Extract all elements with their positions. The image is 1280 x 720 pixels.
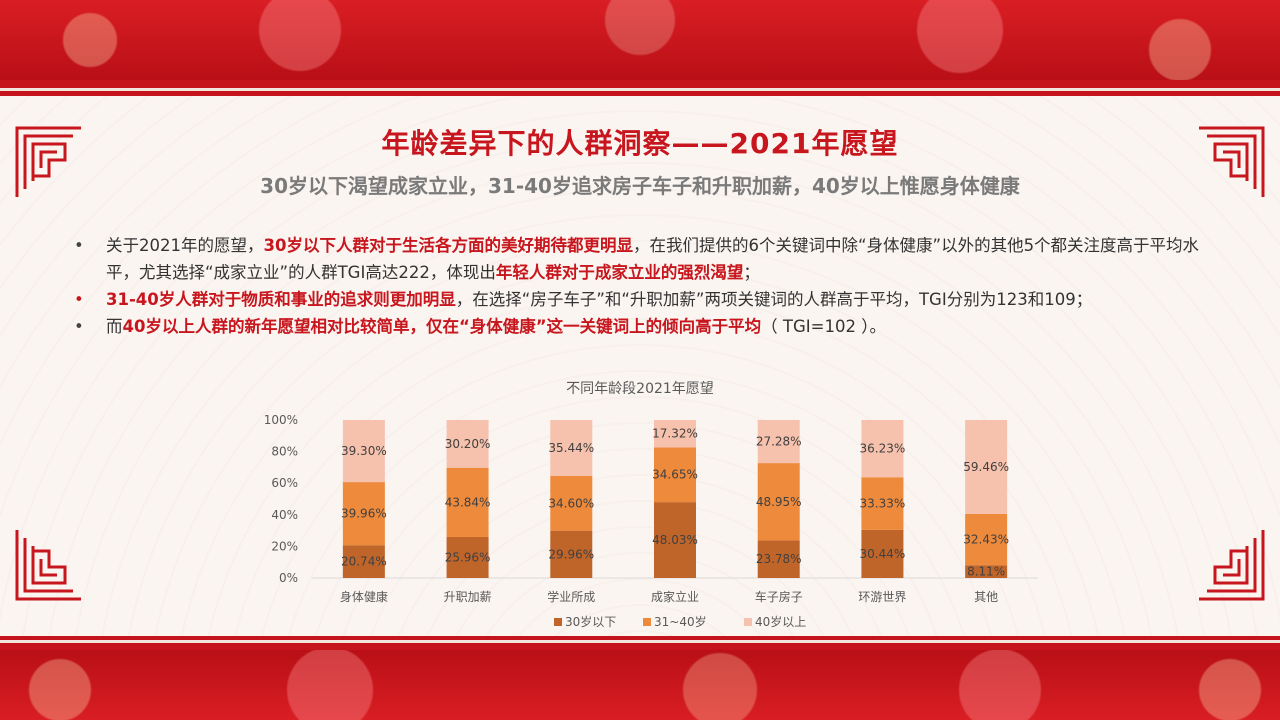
bullet-item-1: • 关于2021年的愿望，30岁以下人群对于生活各方面的美好期待都更明显，在我们… bbox=[72, 232, 1232, 286]
data-label: 30.44% bbox=[860, 547, 906, 561]
bullet-item-2: • 31-40岁人群对于物质和事业的追求则更加明显，在选择“房子车子”和“升职加… bbox=[72, 286, 1232, 313]
bullet-text: 关于2021年的愿望， bbox=[106, 236, 264, 255]
data-label: 34.65% bbox=[652, 468, 698, 482]
bottom-decor-band bbox=[0, 650, 1280, 720]
bar-segment bbox=[757, 419, 800, 464]
panel-border-bottom bbox=[0, 640, 1280, 643]
stacked-bar-chart: 0% 20% 40% 60% 80% 100% 20.74% 39.96% 39.30% 身体健康… bbox=[264, 413, 1038, 629]
bullet-highlight: 年轻人群对于成家立业的强烈渴望 bbox=[495, 263, 744, 282]
corner-ornament-top-right bbox=[1196, 125, 1266, 200]
legend-swatch bbox=[554, 618, 562, 626]
data-label: 43.84% bbox=[445, 495, 491, 509]
data-label: 39.30% bbox=[341, 444, 387, 458]
bullet-text: 而 bbox=[106, 317, 123, 336]
bullet-text: ，在我们提供的6个关键词中除“身体健康”以外的其他5个都关注度高于平均水平，尤其… bbox=[106, 236, 1200, 282]
bullet-item-3: • 而40岁以上人群的新年愿望相对比较简单，仅在“身体健康”这一关键词上的倾向高… bbox=[72, 313, 1232, 340]
bullet-list: • 关于2021年的愿望，30岁以下人群对于生活各方面的美好期待都更明显，在我们… bbox=[72, 232, 1232, 340]
bullet-dot: • bbox=[74, 290, 84, 309]
y-tick-label: 40% bbox=[271, 508, 298, 522]
panel-border-top bbox=[0, 88, 1280, 91]
data-label: 23.78% bbox=[756, 552, 802, 566]
bar-segment bbox=[342, 482, 385, 546]
bullet-text: ，在选择“房子车子”和“升职加薪”两项关键词的人群高于平均，TGI分别为123和… bbox=[455, 290, 1093, 309]
bullet-dot: • bbox=[74, 317, 84, 336]
bar-segment bbox=[342, 420, 385, 483]
corner-ornament-top-left bbox=[14, 125, 84, 200]
bullet-text: （ TGI=102 ）。 bbox=[761, 317, 886, 336]
bar-segment bbox=[965, 565, 1008, 578]
bullet-text: ； bbox=[743, 263, 760, 282]
legend-swatch bbox=[643, 618, 651, 626]
data-label: 33.33% bbox=[860, 497, 906, 511]
bullet-highlight: 30岁以下人群对于生活各方面的美好期待都更明显 bbox=[263, 236, 633, 255]
x-tick-label: 其他 bbox=[974, 590, 998, 604]
data-label: 48.03% bbox=[652, 533, 698, 547]
y-tick-label: 80% bbox=[271, 445, 298, 459]
data-label: 35.44% bbox=[548, 441, 594, 455]
data-label: 36.23% bbox=[860, 442, 906, 456]
x-tick-label: 成家立业 bbox=[651, 589, 699, 604]
bar-segment bbox=[861, 420, 904, 478]
data-label: 8.11% bbox=[967, 565, 1005, 579]
data-label: 39.96% bbox=[341, 507, 387, 521]
data-label: 30.20% bbox=[445, 437, 491, 451]
bar-segment bbox=[446, 420, 489, 468]
bar-segment bbox=[861, 477, 904, 530]
data-label: 34.60% bbox=[548, 496, 594, 510]
x-tick-label: 身体健康 bbox=[340, 589, 388, 604]
x-tick-label: 学业所成 bbox=[547, 589, 595, 604]
legend-swatch bbox=[744, 618, 752, 626]
bullet-highlight: 31-40岁人群对于物质和事业的追求则更加明显 bbox=[106, 290, 456, 309]
x-tick-label: 车子房子 bbox=[755, 589, 803, 604]
bar-segment bbox=[757, 463, 800, 541]
bar-segment bbox=[550, 530, 593, 578]
x-tick-label: 环游世界 bbox=[858, 590, 906, 604]
bar-segment bbox=[965, 513, 1008, 566]
data-label: 32.43% bbox=[963, 533, 1009, 547]
corner-ornament-bottom-left bbox=[14, 527, 84, 602]
data-label: 17.32% bbox=[652, 427, 698, 441]
data-label: 25.96% bbox=[445, 550, 491, 564]
legend-entry: 30岁以下 bbox=[565, 614, 616, 629]
data-label: 27.28% bbox=[756, 435, 802, 449]
corner-ornament-bottom-right bbox=[1196, 527, 1266, 602]
x-tick-label: 升职加薪 bbox=[444, 590, 492, 604]
bar-segment bbox=[757, 540, 800, 578]
top-decor-band bbox=[0, 0, 1280, 80]
bar-segment bbox=[446, 536, 489, 578]
slide-subtitle: 30岁以下渴望成家立业，31-40岁追求房子车子和升职加薪，40岁以上惟愿身体健… bbox=[260, 174, 1020, 198]
data-label: 48.95% bbox=[756, 495, 802, 509]
data-label: 20.74% bbox=[341, 555, 387, 569]
data-label: 59.46% bbox=[963, 460, 1009, 474]
y-tick-label: 100% bbox=[264, 413, 298, 427]
y-tick-label: 0% bbox=[279, 571, 298, 585]
bar-segment bbox=[550, 475, 593, 531]
slide-title: 年龄差异下的人群洞察——2021年愿望 bbox=[381, 127, 899, 160]
bar-segment bbox=[965, 420, 1008, 514]
bar-segment bbox=[654, 447, 696, 503]
legend-entry: 40岁以上 bbox=[755, 614, 806, 629]
bullet-dot: • bbox=[74, 236, 84, 255]
data-label: 29.96% bbox=[548, 547, 594, 561]
bar-segment bbox=[654, 502, 696, 578]
content-panel bbox=[0, 96, 1280, 636]
bar-segment bbox=[861, 529, 904, 578]
bar-segment bbox=[654, 420, 696, 448]
bar-segment bbox=[446, 467, 489, 537]
bar-segment bbox=[342, 545, 385, 578]
chart-title: 不同年龄段2021年愿望 bbox=[566, 381, 714, 397]
bullet-highlight: 40岁以上人群的新年愿望相对比较简单，仅在“身体健康”这一关键词上的倾向高于平均 bbox=[122, 317, 762, 336]
bar-segment bbox=[550, 420, 593, 476]
y-tick-label: 20% bbox=[271, 539, 298, 553]
legend-entry: 31~40岁 bbox=[654, 614, 707, 629]
y-tick-label: 60% bbox=[271, 476, 298, 490]
